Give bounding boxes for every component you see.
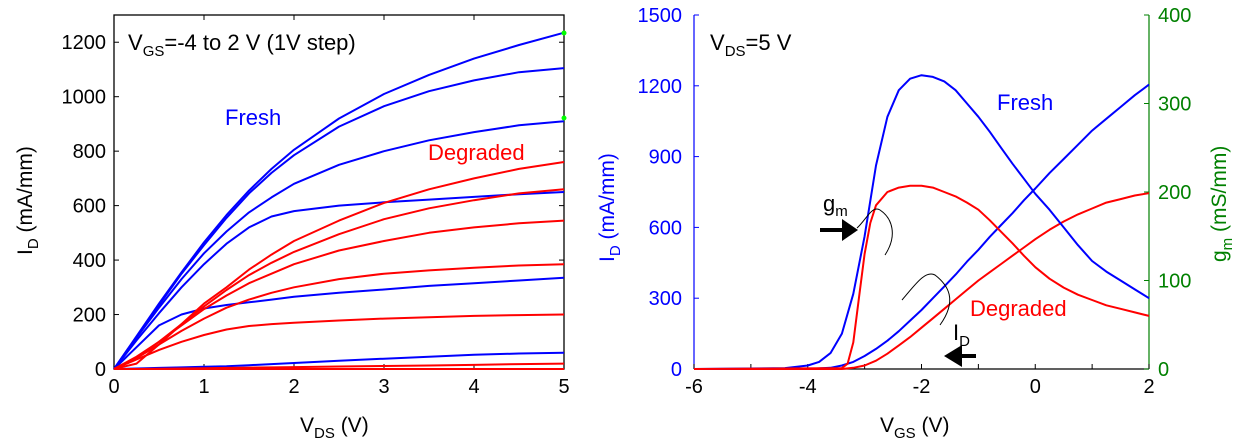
- series-line-degraded: [113, 313, 565, 370]
- gm-arrow-icon: [820, 219, 858, 241]
- series-line-fresh: [113, 31, 565, 370]
- series-line-degraded: [113, 219, 565, 370]
- left-x-tick-label: 4: [468, 376, 479, 398]
- series-line-fresh: [113, 191, 565, 370]
- right-x-tick-label: 0: [1030, 376, 1041, 398]
- left-x-tick-label: 5: [558, 376, 569, 398]
- series-line-degraded-id: [694, 192, 1150, 370]
- series-line-fresh-gm: [693, 74, 1150, 370]
- gm-label: gm: [823, 191, 848, 220]
- left-annotation: VGS=-4 to 2 V (1V step): [128, 30, 356, 60]
- left-x-tick-label: 3: [378, 376, 389, 398]
- left-y-tick-label: 400: [73, 250, 106, 272]
- right-left-y-tick-label: 900: [649, 147, 682, 169]
- left-fresh-label: Fresh: [225, 105, 281, 130]
- left-x-ticks: 0 1 2 3 4 5: [108, 15, 570, 398]
- right-left-y-tick-label: 600: [649, 217, 682, 239]
- series-line-degraded-gm: [693, 184, 1150, 370]
- left-y-tick-label: 1200: [62, 32, 107, 54]
- right-right-y-ticks: 0 100 200 300 400: [1144, 5, 1191, 381]
- right-left-y-tick-label: 300: [649, 288, 682, 310]
- id-bracket-curve: [901, 273, 951, 326]
- right-right-y-tick-label: 300: [1158, 94, 1191, 116]
- left-y-tick-label: 1000: [62, 87, 107, 109]
- right-right-y-tick-label: 200: [1158, 182, 1191, 204]
- right-left-y-axis-title: ID (mA/mm): [596, 153, 624, 262]
- left-y-tick-label: 600: [73, 196, 106, 218]
- right-annotation: VDS=5 V: [710, 30, 792, 60]
- right-left-y-ticks: 0 300 600 900 1200 1500: [638, 5, 699, 381]
- series-line-degraded: [113, 161, 565, 370]
- marker-point: [561, 115, 567, 121]
- left-y-ticks: 0 200 400 600 800 1000 1200: [62, 32, 564, 381]
- left-y-tick-label: 200: [73, 305, 106, 327]
- left-x-axis-title: VDS (V): [300, 414, 369, 442]
- right-x-ticks: -6 -4 -2 0 2: [685, 364, 1155, 398]
- right-right-y-tick-label: 400: [1158, 5, 1191, 27]
- right-x-tick-label: -4: [799, 376, 817, 398]
- series-line-fresh-id: [694, 83, 1150, 370]
- series-line-fresh: [113, 276, 565, 370]
- id-label: ID: [953, 320, 970, 350]
- series-line-degraded: [113, 263, 565, 370]
- right-degraded-label: Degraded: [970, 296, 1067, 321]
- id-arrow-icon: [944, 345, 976, 367]
- right-left-y-tick-label: 0: [671, 359, 682, 381]
- right-right-y-tick-label: 100: [1158, 271, 1191, 293]
- right-x-tick-label: -6: [685, 376, 703, 398]
- right-series-group: [693, 74, 1150, 370]
- gm-bracket-curve: [856, 208, 893, 256]
- right-fresh-label: Fresh: [997, 90, 1053, 115]
- left-x-tick-label: 1: [198, 376, 209, 398]
- left-x-tick-label: 2: [288, 376, 299, 398]
- left-y-tick-label: 0: [95, 359, 106, 381]
- series-line-fresh: [113, 120, 565, 370]
- left-series-group: [113, 31, 565, 370]
- left-y-tick-label: 800: [73, 141, 106, 163]
- left-y-axis-title: ID (mA/mm): [14, 146, 42, 255]
- right-x-tick-label: 2: [1143, 376, 1154, 398]
- left-x-tick-label: 0: [108, 376, 119, 398]
- left-degraded-label: Degraded: [428, 140, 525, 165]
- right-left-y-tick-label: 1200: [638, 76, 683, 98]
- right-right-y-tick-label: 0: [1158, 359, 1169, 381]
- marker-point: [561, 30, 567, 36]
- output-characteristics-chart: 0 1 2 3 4 5 0 200 400 600 800 1000 1200 VGS=-4 to 2…: [14, 14, 570, 442]
- series-line-fresh: [113, 67, 565, 370]
- right-x-tick-label: -2: [913, 376, 931, 398]
- right-left-y-tick-label: 1500: [638, 5, 683, 27]
- right-right-y-axis-title: gm (mS/mm): [1208, 146, 1236, 262]
- right-x-axis-title: VGS (V): [880, 414, 950, 442]
